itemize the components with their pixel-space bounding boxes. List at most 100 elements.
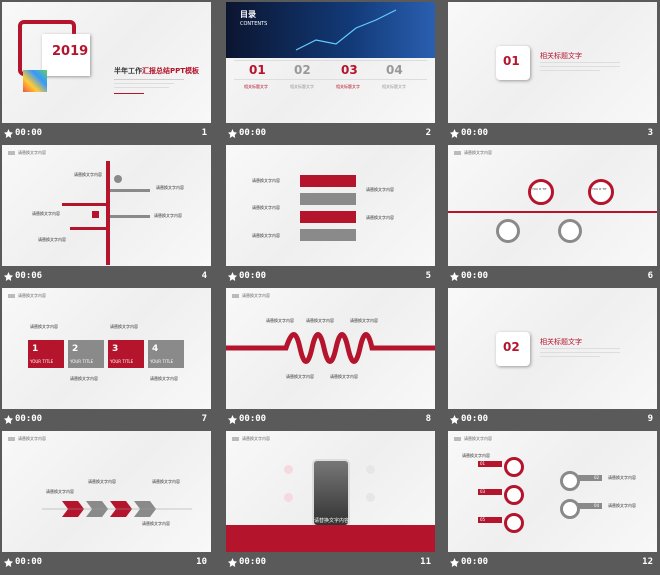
text-label: 请替换文字内容 [32,211,60,216]
step-box [68,340,104,368]
toc-item-label: 相关标题文字 [244,84,268,89]
slide-thumb-9[interactable]: 02 相关标题文字 00:00 9 [448,288,657,432]
divider [540,62,620,63]
text-label: 请替换文字内容 [366,215,394,220]
milestone-label: YOU R TIT [532,187,547,191]
ribbon-band [300,175,356,187]
divider [114,87,169,88]
toc-item-label: 相关标题文字 [336,84,360,89]
slide-time: 00:00 [15,557,43,567]
step-box [28,340,64,368]
slide-number: 10 [196,557,207,567]
step-title: YOUR TITLE [70,359,94,364]
slide-time: 00:00 [239,414,267,424]
ribbon-band [300,193,356,205]
slide-time: 00:00 [15,414,43,424]
circle-icon [366,493,375,502]
toc-item-label: 相关标题文字 [382,84,406,89]
milestone-circle [588,179,614,205]
text-label: 请替换文字内容 [30,324,58,329]
arrow-trunk [106,161,110,265]
slide-number: 4 [201,271,207,281]
year-text: 2019 [52,44,89,59]
milestone-circle [558,219,582,243]
star-icon [228,558,237,567]
step-title: YOUR TITLE [30,359,54,364]
step-number: 3 [112,344,119,354]
divider [540,70,600,71]
slide-header: 请替换文字内容 [8,150,46,156]
slide-number: 5 [425,271,431,281]
slide-thumb-5[interactable]: 请替换文字内容 请替换文字内容 请替换文字内容 请替换文字内容 请替换文字内容 … [226,145,435,289]
slide-time: 00:00 [461,557,489,567]
star-icon [228,272,237,281]
divider [540,66,620,67]
slide-header: 请替换文字内容 [454,150,492,156]
slide-canvas: 请替换文字内容 请替换文字内容 请替换文字内容 请替换文字内容 请替换文字内容 [2,431,211,552]
slide-thumb-3[interactable]: 01 相关标题文字 00:00 3 [448,2,657,146]
text-label: 请替换文字内容 [110,324,138,329]
slide-header: 请替换文字内容 [8,293,46,299]
slide-thumb-4[interactable]: 请替换文字内容 请替换文字内容 请替换文字内容 请替换文字内容 请替换文字内容 … [2,145,211,289]
year-box [42,34,90,76]
node-tag [578,475,602,481]
cover-title: 半年工作汇报总结PPT模板 [114,67,200,75]
slide-number: 9 [647,414,653,424]
toc-item-number: 02 [294,63,311,77]
text-label: 请替换文字内容 [46,489,74,494]
slide-canvas: 02 相关标题文字 [448,288,657,409]
slide-thumb-7[interactable]: 请替换文字内容 1 2 3 4 YOUR TITLE YOUR TITLE YO… [2,288,211,432]
star-icon [4,558,13,567]
phone-image [312,459,350,527]
text-label: 请替换文字内容 [608,503,636,508]
node-number: 05 [480,517,486,522]
section-heading: 相关标题文字 [540,52,582,60]
slide-time: 00:00 [239,557,267,567]
milestone-circle [496,219,520,243]
node-number: 03 [480,489,486,494]
caption-text: 请替换文字内容 [314,518,350,524]
slide-time: 00:06 [15,271,43,281]
text-label: 请替换文字内容 [252,205,280,210]
slide-footer: 00:00 6 [448,269,657,285]
toc-subtitle: CONTENTS [240,21,268,27]
slide-thumb-8[interactable]: 请替换文字内容 请替换文字内容 请替换文字内容 请替换文字内容 请替换文字内容 … [226,288,435,432]
slide-canvas: 请替换文字内容 1 2 3 4 YOUR TITLE YOUR TITLE YO… [2,288,211,409]
node-number: 04 [594,503,600,508]
photo-image [23,70,47,92]
slide-footer: 00:00 3 [448,126,657,142]
toc-title: 目录 [240,10,256,19]
slide-footer: 00:00 2 [226,126,435,142]
slide-thumb-6[interactable]: 请替换文字内容 YOU R TIT YOU R TIT 00:00 6 [448,145,657,289]
node-tag [478,461,502,467]
slide-thumb-11[interactable]: 请替换文字内容 请替换文字内容 00:00 11 [226,431,435,575]
slide-footer: 00:00 12 [448,555,657,571]
star-icon [450,129,459,138]
text-label: 请替换文字内容 [286,374,314,379]
toc-item-number: 01 [249,63,266,77]
star-icon [4,129,13,138]
step-box [108,340,144,368]
text-label: 请替换文字内容 [608,475,636,480]
slide-thumb-2[interactable]: 目录 CONTENTS 01 02 03 04 相关标题文字 相关标题文字 相关… [226,2,435,146]
text-label: 请替换文字内容 [152,479,180,484]
slide-canvas: 请替换文字内容 请替换文字内容 [226,431,435,552]
slide-number: 7 [201,414,207,424]
slide-footer: 00:00 1 [2,126,211,142]
slide-thumb-10[interactable]: 请替换文字内容 请替换文字内容 请替换文字内容 请替换文字内容 请替换文字内容 … [2,431,211,575]
slide-canvas: 01 相关标题文字 [448,2,657,123]
slide-thumb-12[interactable]: 请替换文字内容 01 03 05 02 04 请替换文字内容 请替换文字内容 请… [448,431,657,575]
timeline-line [448,211,657,213]
slide-thumb-1[interactable]: 2019 半年工作汇报总结PPT模板 00:00 1 [2,2,211,146]
slide-canvas: 2019 半年工作汇报总结PPT模板 [2,2,211,123]
slide-footer: 00:00 5 [226,269,435,285]
ribbon-band [300,211,356,223]
slide-number: 1 [201,128,207,138]
slide-number: 6 [647,271,653,281]
footer-band [226,525,435,552]
ribbon-band [300,229,356,241]
arrow-branch [110,215,150,218]
star-icon [450,272,459,281]
step-number: 1 [32,344,39,354]
section-badge: 02 [503,340,520,354]
